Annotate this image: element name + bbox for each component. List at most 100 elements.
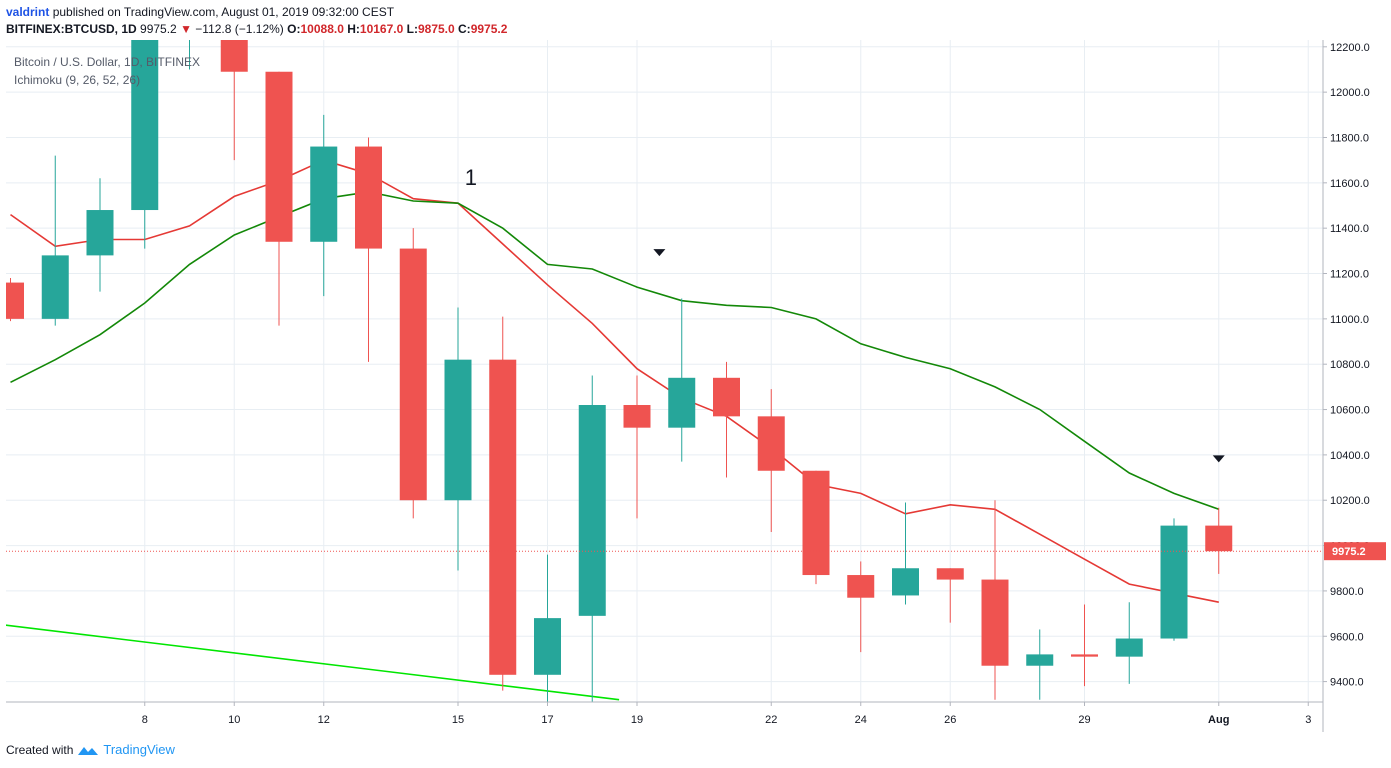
symbol-label: BITFINEX:BTCUSD, 1D	[6, 22, 137, 36]
ohlc-bar: BITFINEX:BTCUSD, 1D 9975.2 ▼ −112.8 (−1.…	[6, 22, 507, 36]
price-change: −112.8 (−1.12%)	[195, 22, 284, 36]
candle-body	[1026, 654, 1054, 666]
candle-down	[1071, 604, 1098, 687]
candle-body	[6, 282, 24, 319]
price-tick-label: 9600.0	[1330, 631, 1364, 643]
candle-body	[847, 575, 875, 598]
candle-body	[713, 377, 740, 417]
down-arrow-icon: ▼	[180, 22, 192, 36]
price-tick-label: 11800.0	[1330, 132, 1369, 144]
time-tick-label: Aug	[1208, 714, 1229, 726]
price-tick-label: 9800.0	[1330, 586, 1364, 598]
candle-down	[220, 40, 248, 161]
arrow-down-icon	[1212, 455, 1225, 463]
candle-body	[131, 40, 159, 211]
low-value: 9875.0	[417, 22, 455, 36]
candle-up	[534, 554, 561, 702]
published-text: published on TradingView.com, August 01,…	[52, 5, 395, 19]
annotation-label: 1	[465, 165, 477, 190]
candle-body	[176, 0, 203, 24]
candle-body	[489, 359, 517, 675]
candle-down	[489, 316, 517, 691]
candle-up	[1115, 602, 1143, 684]
candle-down	[265, 71, 293, 326]
candle-body	[534, 618, 561, 675]
candle-body	[668, 377, 696, 428]
price-tick-label: 12200.0	[1330, 42, 1370, 54]
candle-body	[220, 40, 248, 72]
candle-body	[623, 405, 651, 428]
grid	[6, 40, 1323, 702]
candle-up	[86, 178, 114, 292]
indicator-legend: Ichimoku (9, 26, 52, 26)	[14, 73, 140, 87]
candle-body	[444, 359, 472, 501]
close-value: 9975.2	[470, 22, 508, 36]
created-with-text: Created with	[6, 742, 74, 757]
candle-down	[355, 137, 382, 362]
last-price-tag	[1324, 542, 1386, 561]
candle-body	[1205, 525, 1233, 552]
candle-up	[131, 40, 159, 249]
candle-down	[1205, 507, 1233, 574]
candle-up	[892, 502, 919, 605]
time-tick-label: 26	[944, 714, 956, 726]
chart-title: Bitcoin / U.S. Dollar, 1D, BITFINEX	[14, 55, 200, 69]
price-tick-label: 12000.0	[1330, 87, 1370, 99]
publish-info: valdrint published on TradingView.com, A…	[6, 5, 394, 19]
time-tick-label: 10	[228, 714, 240, 726]
candle-body	[265, 71, 293, 242]
plot-area: 1	[6, 0, 1323, 702]
time-tick-label: 24	[855, 714, 867, 726]
price-chart[interactable]: 19400.09600.09800.010000.010200.010400.0…	[0, 0, 1391, 740]
tradingview-logo-icon	[78, 746, 99, 755]
time-tick-label: 22	[765, 714, 777, 726]
candle-up	[444, 307, 472, 571]
candle-down	[802, 470, 830, 585]
candle-up	[1160, 518, 1188, 641]
price-tick-label: 11400.0	[1330, 223, 1369, 235]
time-tick-label: 19	[631, 714, 643, 726]
candle-body	[1115, 638, 1143, 657]
candle-body	[399, 248, 427, 501]
last-price: 9975.2	[140, 22, 177, 36]
trend-line	[6, 624, 620, 701]
candle-up	[578, 375, 606, 702]
time-tick-label: 12	[318, 714, 330, 726]
candle-body	[578, 405, 606, 616]
candle-up	[310, 114, 338, 297]
high-label: H:	[347, 22, 360, 36]
candle-down	[757, 389, 785, 532]
price-tick-label: 10200.0	[1330, 495, 1370, 507]
price-tick-label: 9400.0	[1330, 677, 1364, 689]
price-tick-label: 11600.0	[1330, 178, 1369, 190]
candle-body	[981, 579, 1009, 666]
conversion-line	[10, 159, 1219, 603]
base-line	[10, 191, 1220, 511]
arrow-down-icon	[653, 249, 666, 257]
time-tick-label: 8	[142, 714, 148, 726]
open-value: 10088.0	[300, 22, 344, 36]
high-value: 10167.0	[359, 22, 404, 36]
author-name[interactable]: valdrint	[6, 5, 50, 19]
time-tick-label: 17	[541, 714, 553, 726]
tradingview-brand[interactable]: TradingView	[103, 742, 175, 757]
candle-down	[847, 561, 875, 653]
time-tick-label: 3	[1305, 714, 1311, 726]
candle-body	[1071, 654, 1098, 657]
price-tick-label: 11200.0	[1330, 269, 1369, 281]
candle-down	[981, 500, 1009, 700]
price-tick-label: 11000.0	[1330, 314, 1369, 326]
footer: Created with TradingView	[6, 742, 175, 757]
candle-body	[41, 255, 69, 319]
last-price-tag-label: 9975.2	[1332, 546, 1366, 558]
price-tick-label: 10600.0	[1330, 405, 1370, 417]
candle-body	[936, 568, 964, 580]
candle-body	[86, 210, 114, 256]
candle-body	[1160, 525, 1188, 639]
price-tick-label: 10400.0	[1330, 450, 1370, 462]
candle-down	[6, 278, 24, 322]
low-label: L:	[406, 22, 418, 36]
candle-down	[399, 228, 427, 519]
candle-body	[892, 568, 919, 596]
candle-body	[757, 416, 785, 471]
